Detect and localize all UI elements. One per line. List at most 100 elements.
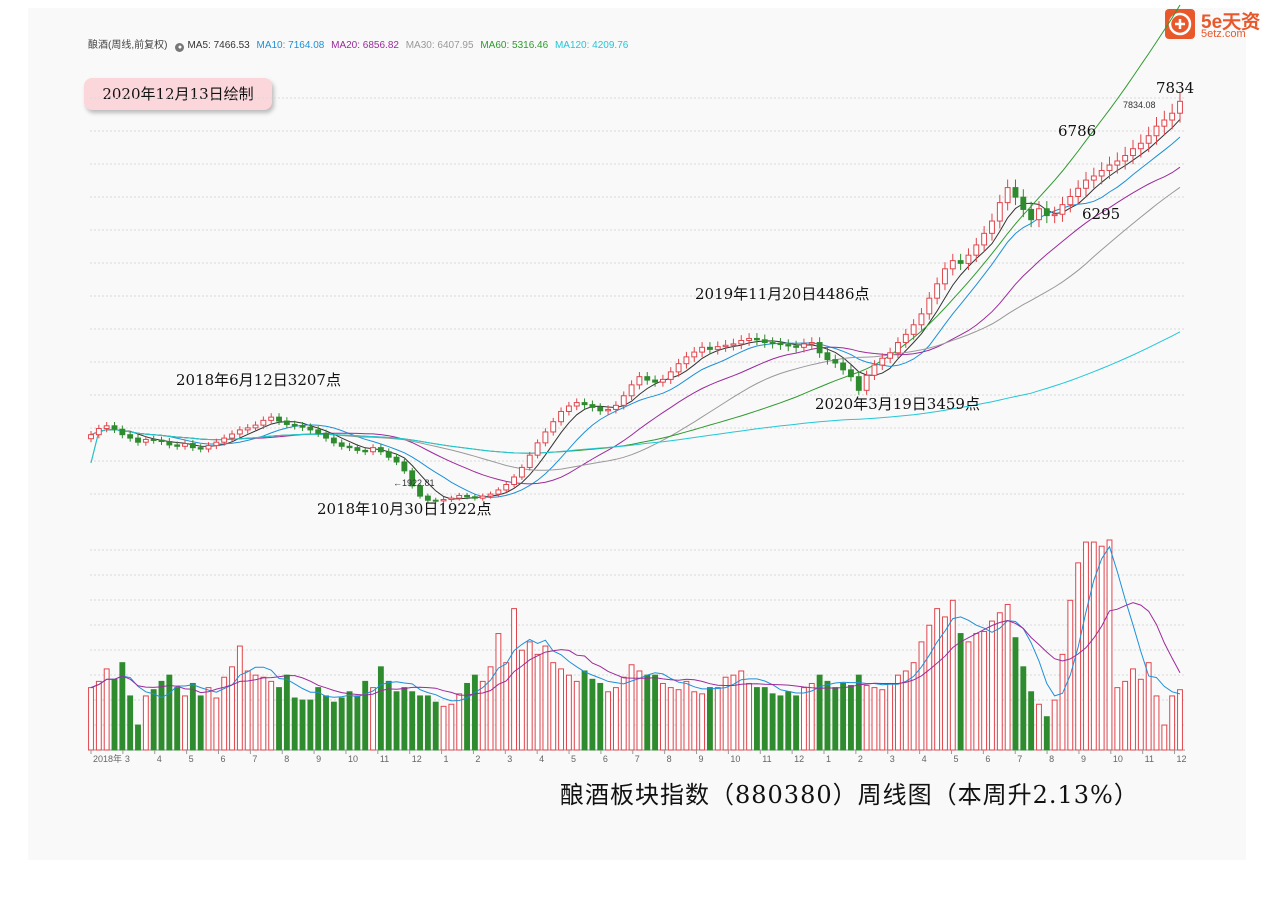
annotation-peak-2019: 2019年11月20日4486点 [695, 285, 870, 303]
volume-bar [981, 630, 988, 751]
candle-body [965, 254, 972, 264]
volume-bar [597, 682, 604, 751]
candle-body [957, 260, 964, 264]
candle-body [667, 371, 674, 380]
ma-line-ma10 [90, 136, 1181, 499]
volume-bar [417, 695, 423, 751]
volume-bar [1004, 603, 1011, 751]
volume-bar [432, 701, 439, 751]
volume-bar [1114, 687, 1121, 751]
candle-body [471, 496, 478, 499]
volume-bar [307, 699, 314, 751]
candle-body [1083, 179, 1089, 189]
candle-body [487, 493, 494, 497]
volume-bar [926, 624, 933, 751]
candle-body [448, 497, 455, 501]
candle-body [581, 402, 588, 406]
volume-bar [377, 666, 384, 751]
candle-body [1153, 125, 1160, 137]
candle-body [401, 461, 408, 472]
volume-bar [135, 724, 141, 751]
candle-body [197, 447, 204, 450]
volume-bar [620, 676, 627, 751]
volume-bar [205, 687, 212, 751]
candle-body [409, 470, 416, 487]
candle-body [848, 369, 854, 378]
volume-bar [589, 678, 596, 751]
candle-body [706, 346, 713, 350]
volume-bar [1075, 562, 1082, 751]
volume-bar [738, 670, 745, 751]
candle-body [871, 364, 878, 376]
annotation-low-marker: ←1922.81 [393, 478, 435, 488]
volume-bar [440, 705, 447, 751]
x-tick-label: 6 [603, 754, 608, 764]
volume-bar [464, 682, 470, 751]
volume-bar [471, 674, 478, 751]
volume-bar [848, 685, 854, 751]
x-tick-label: 12 [412, 754, 422, 764]
legend-ma20: MA20: 6856.82 [331, 40, 399, 51]
x-tick-label: 3 [507, 754, 512, 764]
volume-bar [354, 695, 361, 751]
volume-bar [260, 676, 267, 751]
ma-line-ma5 [90, 118, 1181, 500]
x-tick-label: 7 [252, 754, 257, 764]
candle-body [189, 443, 196, 449]
volume-bar [910, 662, 917, 751]
logo-site: 5etz.com [1201, 28, 1246, 40]
volume-bar [965, 641, 972, 751]
x-tick-label: 6 [985, 754, 990, 764]
volume-bar [808, 682, 815, 751]
volume-bar [949, 599, 956, 751]
candle-body [816, 342, 823, 354]
volume-bar [754, 687, 760, 751]
x-tick-label: 12 [794, 754, 804, 764]
x-tick-label: 10 [348, 754, 358, 764]
candle-body [174, 444, 181, 447]
candle-body [989, 220, 995, 234]
candle-body [1051, 213, 1058, 217]
volume-bar [542, 645, 549, 751]
volume-bar [1059, 653, 1066, 751]
x-tick-label: 4 [157, 754, 162, 764]
volume-bar [315, 687, 322, 751]
candle-body [135, 437, 141, 443]
annotation-low-2018: 2018年10月30日1922点 [317, 500, 492, 518]
volume-bar [879, 689, 886, 751]
volume-bar [683, 680, 690, 751]
candle-body [1004, 187, 1011, 204]
candle-body [879, 357, 886, 366]
volume-ma-line [90, 602, 1181, 696]
ma-line-ma60 [90, 4, 1181, 464]
volume-bar [942, 616, 948, 751]
volume-bar [111, 678, 118, 751]
volume-bar [213, 697, 220, 751]
volume-bar [526, 641, 533, 751]
candle-body [691, 351, 698, 358]
candle-body [1036, 208, 1042, 221]
x-tick-label: 7 [1017, 754, 1022, 764]
candle-body [1020, 196, 1027, 210]
candle-body [111, 425, 118, 430]
x-tick-label: 11 [1145, 754, 1154, 764]
candle-body [754, 337, 760, 341]
candle-body [1161, 119, 1168, 127]
candle-body [260, 419, 267, 426]
volume-bar [370, 687, 376, 751]
volume-bar [801, 687, 807, 751]
candle-body [221, 437, 228, 443]
volume-ma-lines [90, 545, 1181, 702]
candle-body [1130, 148, 1136, 157]
x-tick-label: 9 [1081, 754, 1086, 764]
candle-body [1114, 160, 1121, 166]
volume-bar [276, 687, 282, 751]
settings-icon[interactable]: ● [175, 43, 185, 52]
candle-body [330, 437, 337, 444]
candle-body [150, 438, 157, 441]
volume-bar [330, 701, 337, 751]
volume-bar [291, 697, 298, 751]
volume-bar [119, 662, 126, 751]
candle-body [769, 342, 776, 345]
